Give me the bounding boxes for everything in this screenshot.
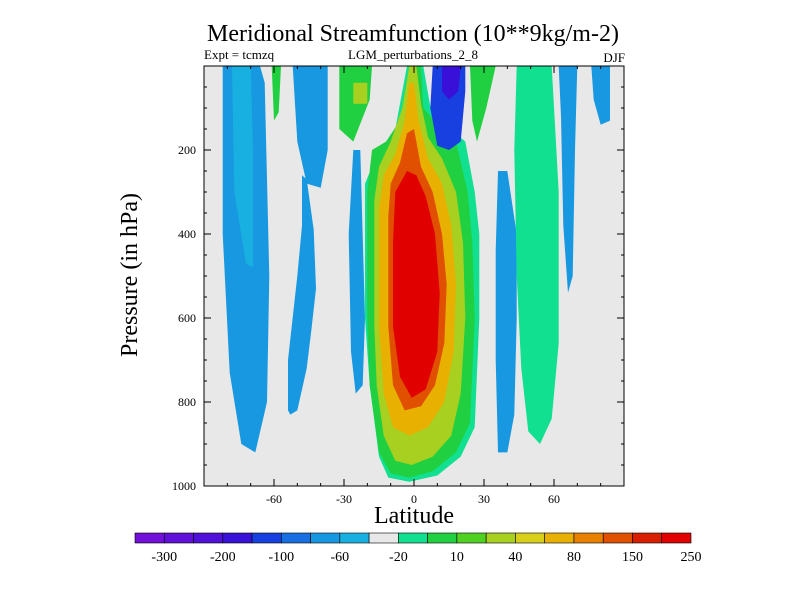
colorbar-swatch — [222, 532, 253, 544]
y-tick-label: 800 — [178, 395, 196, 409]
colorbar-label: 40 — [508, 550, 522, 565]
x-axis-ticks: -60 -30 0 30 60 — [226, 66, 602, 506]
x-tick-label: 0 — [411, 492, 417, 506]
colorbar-swatch — [427, 532, 458, 544]
colorbar-label: -200 — [210, 550, 236, 565]
contour-nh-subtropic-blue — [495, 171, 517, 453]
x-tick-label: -60 — [266, 492, 282, 506]
x-axis-label: Latitude — [374, 503, 454, 529]
colorbar-swatch — [251, 532, 282, 544]
colorbar-swatch — [544, 532, 575, 544]
x-tick-label: 60 — [548, 492, 560, 506]
y-tick-label: 200 — [178, 143, 196, 157]
contour-nh-polar-blue — [558, 66, 578, 293]
colorbar-label: 250 — [681, 550, 702, 565]
colorbar-swatch — [398, 532, 428, 544]
colorbar-swatch — [339, 532, 370, 544]
colorbar: -300 -200 -100 -60 -20 10 40 80 150 250 — [134, 532, 702, 565]
colorbar-label: -300 — [151, 550, 177, 565]
y-axis-ticks: 200 400 600 800 1000 — [172, 86, 624, 493]
colorbar-label: 10 — [450, 550, 464, 565]
contour-nh-upper-blue-core — [442, 66, 461, 100]
colorbar-label: -20 — [389, 550, 408, 565]
y-tick-label: 1000 — [172, 479, 196, 493]
contour-sh-ferrel-lower — [288, 175, 316, 415]
colorbar-swatch — [661, 532, 692, 544]
colorbar-swatch — [193, 532, 224, 544]
chart-title: Meridional Streamfunction (10**9kg/m-2) — [207, 21, 619, 47]
y-tick-label: 600 — [178, 311, 196, 325]
colorbar-swatch — [281, 532, 311, 544]
plot-area: -60 -30 0 30 60 200 400 600 800 1000 — [172, 65, 625, 506]
contour-sh-mid-upper-small — [243, 66, 251, 96]
colorbar-label: -100 — [268, 550, 294, 565]
colorbar-label: 80 — [567, 550, 581, 565]
season-label: DJF — [603, 50, 625, 65]
colorbar-swatch — [134, 532, 165, 544]
colorbar-label: -60 — [331, 550, 350, 565]
contour-nh-ferrel-teal — [514, 66, 559, 444]
x-tick-label: -30 — [336, 492, 352, 506]
colorbar-swatch — [632, 532, 663, 544]
contour-sh-left-edge-blue — [348, 150, 365, 394]
contour-hadley-cell-core — [393, 171, 440, 398]
colorbar-swatch — [573, 532, 604, 544]
contour-sh-mid-upper-cell — [292, 66, 328, 188]
colorbar-swatch — [310, 532, 341, 544]
y-tick-label: 400 — [178, 227, 196, 241]
colorbar-swatch — [456, 532, 487, 544]
contour-nh-far-polar-blue — [591, 66, 610, 125]
experiment-id-label: LGM_perturbations_2_8 — [348, 47, 478, 62]
contour-sh-ferrel-small — [271, 66, 281, 121]
contour-sh-hadley-upper-yellow — [353, 82, 368, 104]
contour-sh-polar-core — [232, 66, 253, 268]
experiment-label: Expt = tcmzq — [204, 47, 275, 62]
y-axis-label: Pressure (in hPa) — [117, 193, 143, 357]
x-tick-label: 30 — [478, 492, 490, 506]
colorbar-label: 150 — [622, 550, 643, 565]
contour-nh-mid-green — [470, 66, 496, 142]
colorbar-swatch — [515, 532, 545, 544]
colorbar-swatch — [163, 532, 194, 544]
colorbar-swatch — [485, 532, 516, 544]
colorbar-swatch — [368, 532, 399, 544]
colorbar-swatch — [602, 532, 633, 544]
contour-regions — [222, 66, 610, 482]
